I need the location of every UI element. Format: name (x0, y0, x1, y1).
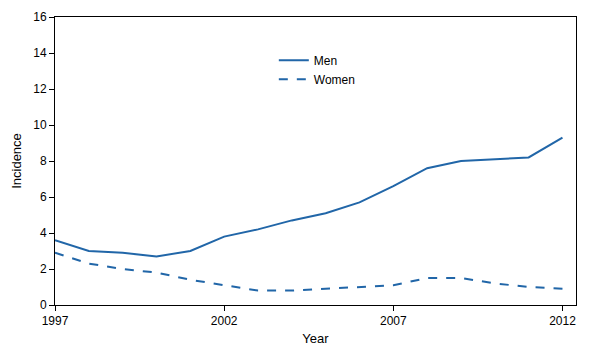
svg-text:2012: 2012 (549, 314, 576, 328)
svg-text:6: 6 (40, 190, 47, 204)
svg-text:Incidence: Incidence (9, 133, 24, 189)
svg-text:Year: Year (302, 331, 329, 346)
svg-text:10: 10 (33, 118, 47, 132)
svg-text:2: 2 (40, 262, 47, 276)
svg-text:Men: Men (314, 54, 337, 68)
svg-text:8: 8 (40, 154, 47, 168)
svg-text:14: 14 (33, 46, 47, 60)
svg-text:1997: 1997 (42, 314, 69, 328)
svg-text:2007: 2007 (380, 314, 407, 328)
svg-text:Women: Women (314, 73, 355, 87)
svg-text:2002: 2002 (211, 314, 238, 328)
svg-text:4: 4 (40, 226, 47, 240)
svg-text:12: 12 (33, 82, 47, 96)
svg-text:16: 16 (33, 10, 47, 24)
svg-text:0: 0 (40, 298, 47, 312)
